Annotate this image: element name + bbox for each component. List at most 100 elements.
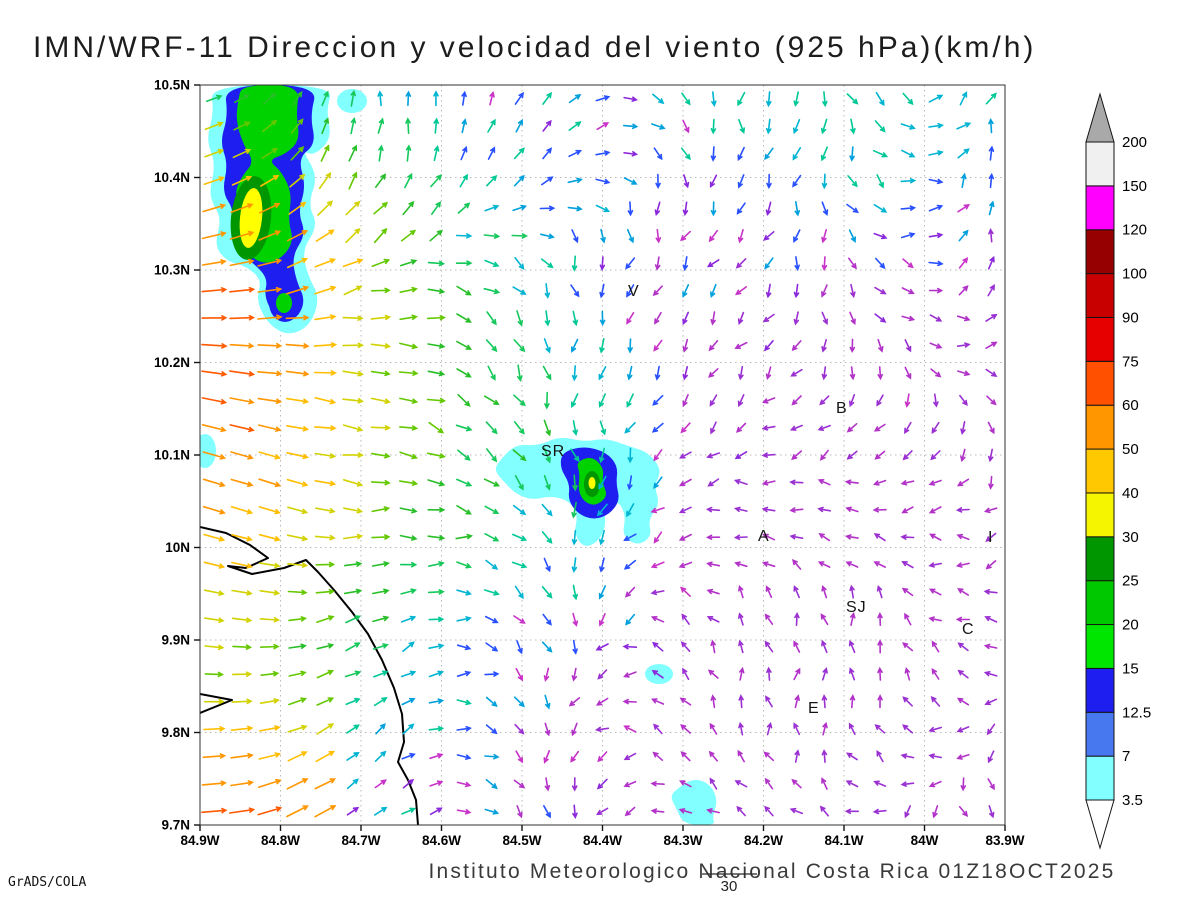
wind-arrow [433,117,439,134]
wind-arrow [204,671,225,678]
wind-arrow [650,781,665,787]
wind-arrow [734,341,748,349]
wind-arrow [372,643,389,650]
wind-arrow [623,671,637,678]
wind-arrow [655,173,661,190]
wind-arrow [260,671,280,677]
wind-arrow [461,118,467,134]
precip-area [200,434,216,468]
wind-arrow [595,807,609,816]
wind-arrow [598,585,606,600]
wind-arrow [258,424,282,432]
wind-arrow [399,561,418,568]
wind-arrow [766,666,772,681]
wind-arrow [374,806,388,816]
coastline-main [200,526,419,825]
wind-arrow [956,478,970,487]
colorbar-tick-label: 60 [1122,397,1139,414]
wind-arrow [204,644,225,651]
wind-arrow [985,313,998,322]
wind-arrow [484,259,500,267]
wind-arrow [570,750,580,763]
wind-arrow [399,425,419,431]
wind-arrow [486,174,498,187]
wind-arrow [456,478,473,487]
wind-arrow [820,613,829,626]
wind-arrow [653,339,663,352]
wind-arrow [821,749,828,763]
wind-arrow [230,478,254,487]
wind-arrow [597,751,608,763]
wind-arrow [957,370,971,376]
wind-arrow [901,287,915,295]
wind-arrow [233,121,251,131]
wind-arrow [654,365,661,381]
wind-arrow [459,173,468,188]
wind-arrow [370,370,391,377]
wind-arrow [203,561,226,569]
wind-arrow [316,615,335,623]
wind-arrow [231,698,253,705]
wind-arrow [373,670,389,678]
wind-arrow [764,640,774,653]
wind-arrow [544,283,551,299]
wind-arrow [624,806,636,817]
wind-arrow [287,724,308,733]
wind-arrow [682,284,690,298]
wind-arrow [285,315,310,321]
wind-arrow [928,588,942,596]
wind-arrow [595,643,609,651]
wind-arrow [902,450,913,461]
station-label-sr: SR [541,443,565,460]
wind-arrow [872,808,887,815]
wind-arrow [960,777,967,792]
wind-arrow [599,338,605,354]
wind-arrow [315,561,336,568]
wind-arrow [904,366,912,380]
wind-arrow [928,616,942,622]
wind-arrow [900,781,915,787]
wind-arrow [984,698,998,706]
wind-arrow [288,670,307,677]
wind-arrow [737,749,745,763]
wind-arrow [650,808,665,814]
wind-arrow [513,174,525,187]
wind-arrow [820,118,828,135]
wind-arrow [543,475,551,491]
wind-arrow [872,149,889,158]
wind-arrow [987,421,995,435]
wind-arrow [541,503,553,517]
wind-arrow [259,725,281,732]
wind-arrow [599,529,605,546]
wind-arrow [821,229,827,244]
wind-arrow [350,117,357,135]
wind-arrow [680,147,691,161]
wind-arrow [626,312,635,325]
wind-arrow [543,338,551,354]
wind-arrow [709,394,718,407]
wind-arrow [348,144,358,162]
wind-arrow [543,805,551,819]
wind-arrow [342,398,365,404]
wind-arrow [651,123,666,130]
wind-arrow [456,368,472,378]
wind-arrow [487,118,496,133]
colorbar-tick-label: 150 [1122,178,1147,195]
wind-arrow [793,283,800,299]
wind-arrow [873,780,887,787]
wind-arrow [229,343,255,349]
wind-arrow [983,507,998,514]
wind-arrow [370,397,391,404]
wind-arrow [456,313,472,323]
wind-arrow [793,119,801,135]
wind-arrow [930,368,942,378]
wind-arrow [738,694,744,709]
wind-arrow [201,343,228,349]
wind-arrow [817,506,831,513]
wind-arrow [737,174,745,189]
wind-arrow [733,479,748,486]
wind-arrow [485,724,498,735]
colorbar-segment [1085,448,1115,494]
wind-arrow [570,393,579,409]
wind-arrow [567,205,583,212]
